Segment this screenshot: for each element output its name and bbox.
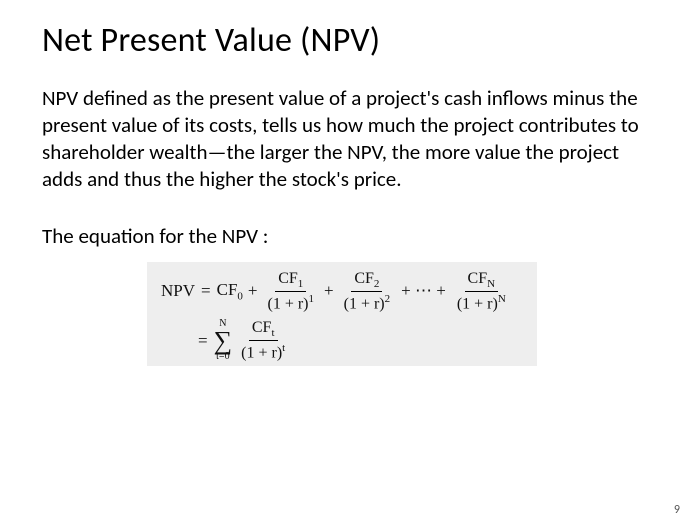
cf0-subscript: 0 (237, 291, 243, 303)
t2-num-sub: 2 (374, 278, 380, 290)
t1-den-sup: 1 (309, 293, 315, 305)
sigma-symbol: ∑ (214, 329, 233, 352)
t2-den-sup: 2 (385, 293, 391, 305)
tn-num-base: CF (468, 270, 488, 287)
slide-title: Net Present Value (NPV) (42, 20, 658, 61)
t2-den-base: (1 + r) (344, 295, 385, 312)
formula-expanded: NPV = CF0 + CF1 (1 + r)1 + CF2 (1 + r)2 … (161, 270, 523, 313)
sig-den-sup: t (282, 342, 285, 354)
equation-lead: The equation for the NPV : (42, 223, 658, 250)
definition-paragraph: NPV defined as the present value of a pr… (42, 85, 658, 193)
equals-sign: = (201, 281, 211, 301)
formula-summation: = N ∑ t=0 CFt (1 + r)t (198, 319, 523, 362)
tn-den-base: (1 + r) (457, 295, 498, 312)
term-n: CFN (1 + r)N (454, 270, 509, 313)
npv-formula: NPV = CF0 + CF1 (1 + r)1 + CF2 (1 + r)2 … (147, 262, 537, 367)
term-2: CF2 (1 + r)2 (341, 270, 394, 313)
t1-den-base: (1 + r) (268, 295, 309, 312)
dots: + ⋯ + (401, 281, 446, 301)
plus-2: + (324, 281, 334, 301)
cf0-base: CF (217, 280, 238, 299)
plus-1: + (248, 281, 258, 301)
tn-num-sub: N (487, 278, 495, 290)
sigma-block: N ∑ t=0 (214, 319, 233, 362)
t1-num-base: CF (278, 270, 298, 287)
tn-den-sup: N (498, 293, 506, 305)
equals-sign-2: = (198, 331, 208, 351)
sig-num-sub: t (271, 327, 274, 339)
t1-num-sub: 1 (298, 278, 304, 290)
sig-den-base: (1 + r) (241, 345, 282, 362)
slide: Net Present Value (NPV) NPV defined as t… (0, 0, 700, 525)
sigma-lower: t=0 (216, 352, 229, 362)
formula-lhs: NPV (161, 281, 195, 301)
cf0-term: CF0 (217, 280, 243, 302)
t2-num-base: CF (354, 270, 374, 287)
sig-num-base: CF (252, 319, 272, 336)
page-number: 9 (674, 503, 680, 517)
sigma-fraction: CFt (1 + r)t (238, 319, 288, 362)
term-1: CF1 (1 + r)1 (265, 270, 318, 313)
